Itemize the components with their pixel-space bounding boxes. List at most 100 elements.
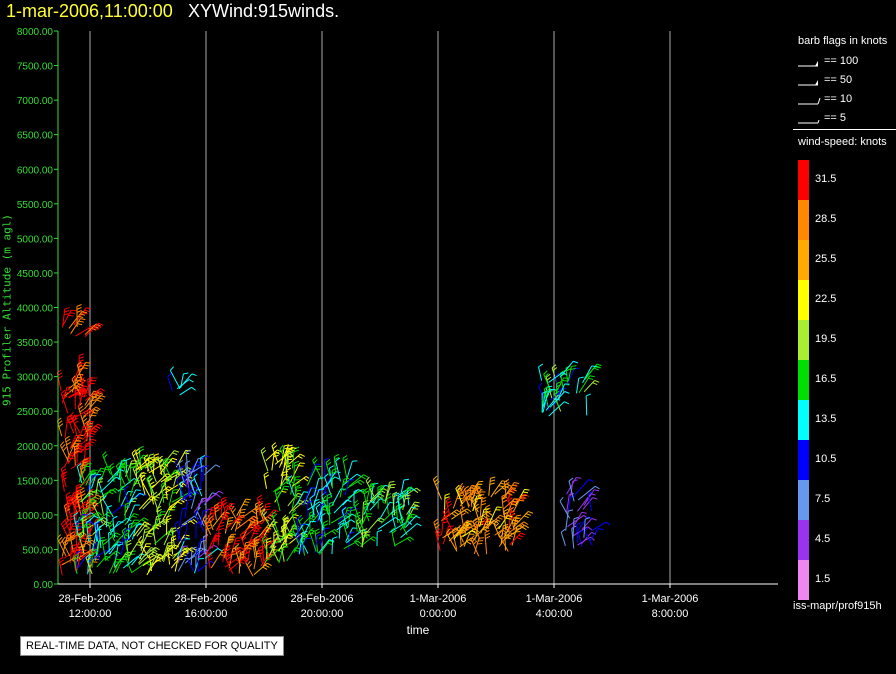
wind-barb-flag	[588, 377, 594, 380]
wind-barb-flag	[228, 535, 235, 538]
wind-barb-flag	[499, 514, 505, 518]
wind-barb-flag	[483, 508, 490, 510]
wind-barb-flag	[397, 492, 403, 496]
wind-barb-flag	[227, 559, 232, 564]
wind-barb-flag	[446, 497, 451, 502]
wind-barb	[294, 484, 297, 499]
axes	[54, 30, 778, 588]
wind-barb-flag	[66, 502, 72, 506]
wind-barb-flag	[412, 504, 419, 506]
wind-barb	[545, 398, 556, 411]
wind-barb-flag	[173, 544, 179, 548]
wind-barb-flag	[170, 460, 176, 463]
wind-barb-flag	[204, 455, 210, 458]
wind-barb-flag	[315, 503, 321, 508]
wind-barb	[587, 494, 593, 512]
wind-barb-flag	[185, 460, 191, 464]
wind-barb-flag	[329, 504, 335, 508]
wind-barb	[178, 463, 185, 483]
y-tick-label: 7000.00	[17, 96, 54, 107]
wind-barb-flag	[143, 454, 149, 457]
wind-barb-flag	[73, 505, 79, 509]
wind-barb-flag	[254, 522, 260, 527]
wind-barb-flag	[481, 500, 487, 503]
wind-barb	[109, 541, 119, 555]
wind-barb	[206, 554, 211, 569]
wind-barb-flag	[139, 471, 145, 476]
wind-barb-flag	[436, 531, 441, 535]
wind-barb	[194, 539, 202, 557]
wind-barb-flag	[466, 508, 472, 513]
wind-barb-flag	[474, 523, 480, 528]
wind-barb	[168, 490, 174, 506]
wind-barb	[169, 370, 181, 389]
wind-barb	[182, 477, 193, 498]
wind-barb-flag	[158, 457, 164, 461]
wind-barb-flag	[518, 534, 524, 538]
wind-barb-flag	[257, 521, 263, 525]
wind-barb-flag	[93, 542, 98, 547]
wind-barb-flag	[294, 481, 300, 485]
wind-barb-flag	[61, 444, 66, 449]
wind-barb-flag	[172, 457, 178, 461]
colorbar-label: 31.5	[815, 173, 837, 185]
x-axis-label: time	[407, 623, 430, 637]
wind-barb-flag	[584, 527, 589, 532]
wind-barb-flag	[102, 541, 108, 546]
wind-barb-flag	[95, 521, 101, 525]
wind-barb-flag	[593, 367, 599, 371]
wind-barb-flag	[91, 430, 97, 433]
wind-barb-flag	[126, 542, 132, 546]
wind-barb	[82, 423, 99, 436]
wind-barb	[129, 464, 132, 484]
y-tick-label: 1500.00	[17, 476, 54, 487]
wind-barb-flag	[89, 541, 94, 546]
wind-barb-flag	[70, 534, 76, 538]
wind-barb-flag	[65, 519, 71, 524]
wind-barb-flag	[122, 460, 127, 465]
wind-barb	[236, 498, 247, 516]
wind-barb-flag	[291, 509, 296, 514]
wind-barb-flag	[125, 505, 131, 508]
wind-barb-flag	[100, 395, 106, 398]
wind-barb-flag	[66, 499, 72, 503]
wind-barb	[178, 373, 193, 390]
wind-barb	[282, 527, 288, 542]
wind-barb-flag	[322, 508, 328, 511]
wind-barb-flag	[470, 495, 475, 500]
wind-barb-flag	[91, 399, 97, 402]
wind-barb	[273, 479, 290, 493]
wind-barb-flag	[325, 459, 331, 463]
wind-barb-flag	[560, 370, 566, 374]
wind-barb-flag	[361, 476, 366, 480]
wind-barb	[105, 507, 108, 528]
wind-barb-flag	[516, 528, 522, 530]
wind-barb-flag	[213, 544, 219, 549]
wind-barb	[153, 511, 162, 532]
wind-barb-flag	[218, 490, 224, 494]
wind-barb-flag	[353, 499, 359, 504]
wind-barb	[75, 514, 83, 528]
wind-barb-flag	[59, 559, 65, 564]
wind-barb-flag	[573, 360, 579, 364]
wind-barb-flag	[473, 540, 478, 545]
wind-barb-flag	[290, 532, 296, 537]
wind-barb-plot: 0.00 500.00 1000.00 1500.00 2000.00 2500.00 30…	[17, 27, 778, 637]
wind-barb-flag	[168, 553, 173, 557]
wind-barb-flag	[231, 553, 237, 555]
wind-barb-flag	[115, 476, 121, 480]
wind-barb-flag	[509, 513, 515, 517]
wind-barb	[566, 494, 570, 513]
wind-barb-flag	[152, 491, 158, 496]
wind-barb-flag	[77, 437, 83, 439]
y-tick-label: 6500.00	[17, 131, 54, 142]
wind-barb-flag	[90, 490, 96, 493]
wind-barb-flag	[326, 461, 332, 466]
wind-barb-flag	[135, 448, 140, 452]
wind-barb-flag	[595, 365, 601, 369]
wind-barb-flag	[434, 478, 439, 483]
wind-barb-flag	[482, 528, 488, 532]
wind-barb-flag	[564, 391, 570, 394]
wind-barb-flag	[541, 390, 547, 394]
wind-barb-flag	[287, 455, 293, 458]
